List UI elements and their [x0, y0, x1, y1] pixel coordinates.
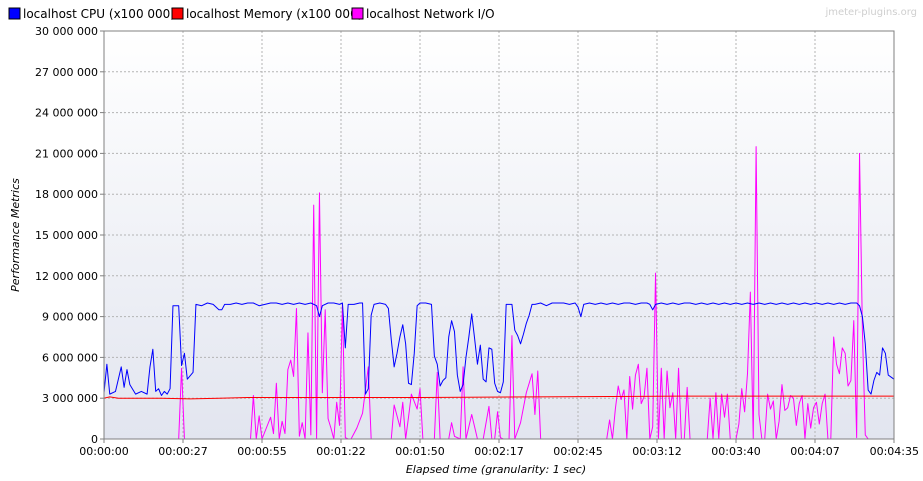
- x-tick-label: 00:02:45: [553, 445, 602, 458]
- x-tick-label: 00:01:22: [316, 445, 365, 458]
- legend-label-cpu: localhost CPU (x100 000): [23, 7, 175, 21]
- series-line-cpu: [103, 302, 895, 396]
- series-line-network: [104, 146, 894, 440]
- x-tick-label: 00:00:00: [79, 445, 128, 458]
- watermark: jmeter-plugins.org: [824, 7, 917, 18]
- x-axis: 00:00:00 00:00:27 00:00:55 00:01:22 00:01:50…: [79, 439, 919, 458]
- x-tick-label: 00:03:40: [711, 445, 760, 458]
- x-tick-label: 00:01:50: [395, 445, 444, 458]
- legend-label-network: localhost Network I/O: [366, 7, 495, 21]
- y-tick-label: 15 000 000: [35, 229, 98, 242]
- y-tick-label: 21 000 000: [35, 147, 98, 160]
- legend: localhost CPU (x100 000) localhost Memor…: [8, 7, 495, 21]
- y-tick-label: 6 000 000: [42, 351, 98, 364]
- y-tick-label: 18 000 000: [35, 188, 98, 201]
- x-tick-label: 00:02:17: [474, 445, 523, 458]
- y-tick-label: 27 000 000: [35, 66, 98, 79]
- y-tick-label: 12 000 000: [35, 270, 98, 283]
- x-tick-label: 00:04:35: [870, 445, 919, 458]
- y-axis-title: Performance Metrics: [9, 178, 22, 292]
- y-tick-label: 24 000 000: [35, 107, 98, 120]
- legend-label-memory: localhost Memory (x100 000): [186, 7, 362, 21]
- legend-swatch-network: [351, 7, 364, 20]
- y-tick-label: 9 000 000: [42, 311, 98, 324]
- x-tick-label: 00:03:12: [632, 445, 681, 458]
- legend-item-memory[interactable]: localhost Memory (x100 000): [171, 7, 362, 21]
- series-layer: [103, 146, 895, 440]
- y-tick-label: 30 000 000: [35, 25, 98, 38]
- legend-swatch-memory: [171, 7, 184, 20]
- y-axis: 0 3 000 000 6 000 000 9 000 000 12 000 000 15…: [35, 25, 104, 446]
- x-axis-title: Elapsed time (granularity: 1 sec): [406, 463, 586, 476]
- legend-swatch-cpu: [8, 7, 21, 20]
- x-tick-label: 00:00:27: [158, 445, 207, 458]
- x-tick-label: 00:00:55: [237, 445, 286, 458]
- series-line-memory: [103, 395, 894, 400]
- x-tick-label: 00:04:07: [790, 445, 839, 458]
- legend-item-network[interactable]: localhost Network I/O: [351, 7, 495, 21]
- legend-item-cpu[interactable]: localhost CPU (x100 000): [8, 7, 175, 21]
- y-tick-label: 0: [91, 433, 98, 446]
- y-tick-label: 3 000 000: [42, 392, 98, 405]
